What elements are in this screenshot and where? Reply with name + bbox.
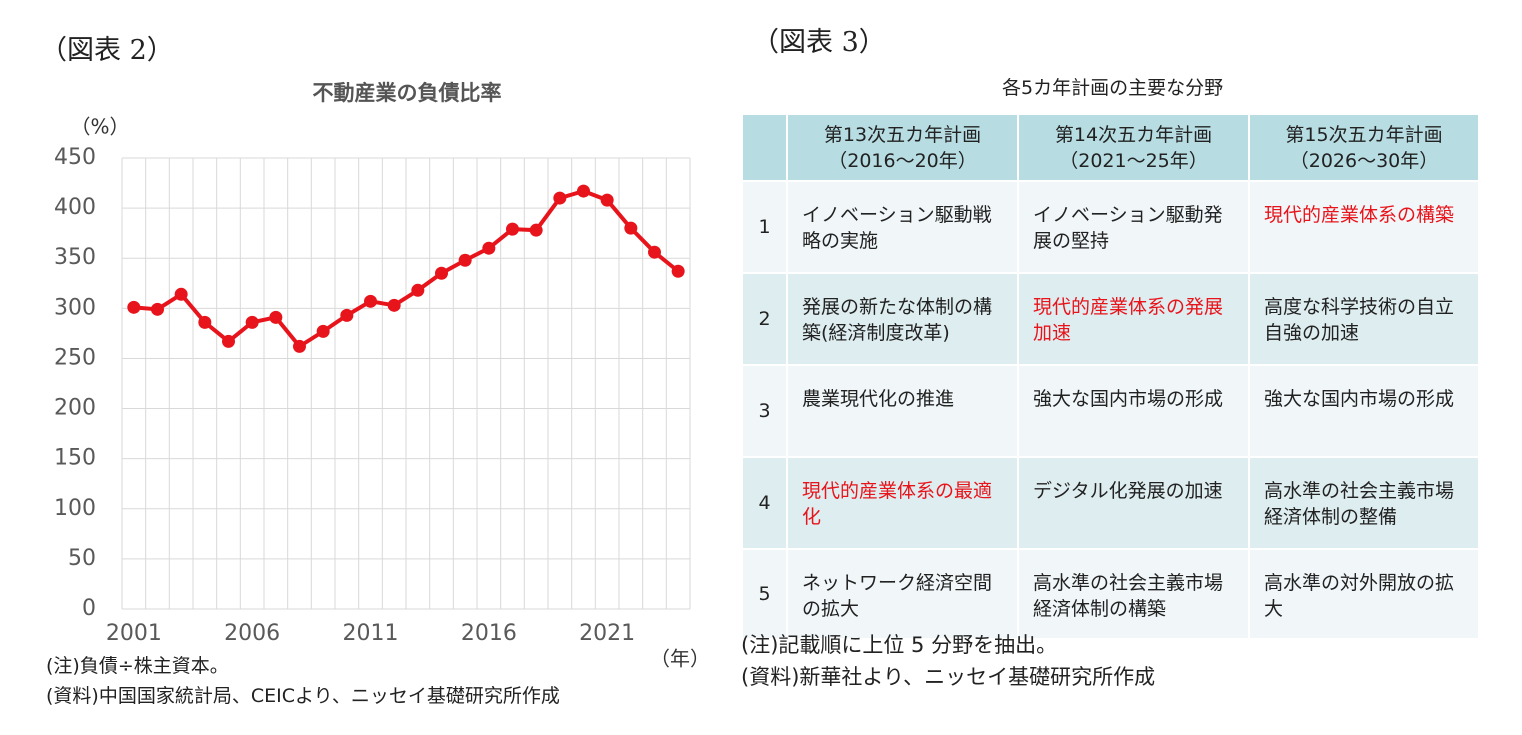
header-cell: 第15次五カ年計画 （2026～30年） xyxy=(1250,115,1478,180)
point xyxy=(387,298,401,312)
point xyxy=(245,315,259,329)
header-cell: 第14次五カ年計画 （2021～25年） xyxy=(1019,115,1248,180)
header-cell: 第13次五カ年計画 （2016～20年） xyxy=(788,115,1017,180)
point xyxy=(293,339,306,353)
row-number: 2 xyxy=(743,274,786,364)
point xyxy=(198,315,212,329)
table-cell: 高水準の社会主義市場経済体制の整備 xyxy=(1250,458,1478,548)
table-cell: 高水準の社会主義市場経済体制の構築 xyxy=(1019,550,1248,638)
header-line: 第13次五カ年計画 xyxy=(823,123,982,146)
y-axis-label: （%） xyxy=(70,115,129,139)
point xyxy=(340,308,354,322)
note: (資料)新華社より、ニッセイ基礎研究所作成 xyxy=(741,665,1156,689)
header-line: （2021～25年） xyxy=(1059,149,1208,172)
point xyxy=(174,287,188,301)
x-tick-label: 2011 xyxy=(343,621,399,646)
point xyxy=(671,264,685,278)
point xyxy=(553,191,567,205)
table: 第13次五カ年計画 （2016～20年） 第14次五カ年計画 （2021～25年） 第1… xyxy=(743,115,1478,638)
figure-label: （図表 3） xyxy=(752,27,886,58)
y-tick-label: 50 xyxy=(68,546,96,571)
point xyxy=(127,300,141,314)
point xyxy=(458,253,472,267)
point xyxy=(482,241,496,255)
point xyxy=(364,294,377,308)
table-cell: デジタル化発展の加速 xyxy=(1019,458,1248,548)
point xyxy=(151,302,164,316)
note: (注)記載順に上位 5 分野を抽出。 xyxy=(741,633,1058,657)
y-tick-label: 150 xyxy=(54,446,96,471)
table-cell: 現代的産業体系の最適化 xyxy=(788,458,1017,548)
y-tick-label: 250 xyxy=(54,345,96,370)
table-cell: 高度な科学技術の自立自強の加速 xyxy=(1250,274,1478,364)
point xyxy=(506,222,519,236)
y-tick-label: 0 xyxy=(82,596,96,621)
y-tick-label: 350 xyxy=(54,245,96,270)
table-cell: ネットワーク経済空間の拡大 xyxy=(788,550,1017,638)
table-cell: 高水準の対外開放の拡大 xyxy=(1250,550,1478,638)
row-number: 3 xyxy=(743,366,786,456)
row-number: 1 xyxy=(743,182,786,272)
header-line: （2026～30年） xyxy=(1289,149,1439,172)
x-tick-label: 2016 xyxy=(461,621,517,646)
point xyxy=(435,266,448,280)
table-cell: 強大な国内市場の形成 xyxy=(1250,366,1478,456)
y-tick-label: 300 xyxy=(54,295,96,320)
point xyxy=(222,334,235,348)
row-number: 4 xyxy=(743,458,786,548)
y-tick-label: 400 xyxy=(54,195,96,220)
header-cell xyxy=(743,115,786,180)
x-tick-label: 2001 xyxy=(106,621,162,646)
table-cell: 強大な国内市場の形成 xyxy=(1019,366,1248,456)
header-line: 第14次五カ年計画 xyxy=(1054,123,1213,146)
header-line: （2016～20年） xyxy=(828,149,977,172)
table-title: 各5カ年計画の主要な分野 xyxy=(1002,77,1224,99)
figure-label: （図表 2） xyxy=(40,35,174,66)
table-cell: 発展の新たな体制の構築(経済制度改革) xyxy=(788,274,1017,364)
note: (注)負債÷株主資本。 xyxy=(46,655,229,677)
point xyxy=(269,310,283,324)
x-tick-label: 2006 xyxy=(224,621,280,646)
header-line: 第15次五カ年計画 xyxy=(1285,123,1443,146)
table-cell: 農業現代化の推進 xyxy=(788,366,1017,456)
table-cell: イノベーション駆動発展の堅持 xyxy=(1019,182,1248,272)
y-tick-label: 100 xyxy=(54,496,96,521)
note: (資料)中国国家統計局、CEICより、ニッセイ基礎研究所作成 xyxy=(46,685,560,707)
point xyxy=(411,283,425,297)
point xyxy=(624,221,638,235)
x-tick-label: 2021 xyxy=(579,621,635,646)
point xyxy=(600,193,614,207)
y-tick-label: 200 xyxy=(54,396,96,421)
table-cell: 現代的産業体系の構築 xyxy=(1250,182,1478,272)
x-axis-label: （年） xyxy=(650,647,710,671)
chart: 不動産業の負債比率 （%） （年） 0 50 100 150 200 250 300 350 400 4… xyxy=(54,81,710,671)
point xyxy=(577,184,590,198)
point xyxy=(648,245,661,259)
table-cell: イノベーション駆動戦略の実施 xyxy=(788,182,1017,272)
table-cell: 現代的産業体系の発展加速 xyxy=(1019,274,1248,364)
row-number: 5 xyxy=(743,550,786,638)
point xyxy=(529,223,543,237)
point xyxy=(316,324,330,338)
chart-title: 不動産業の負債比率 xyxy=(313,81,502,105)
y-tick-label: 450 xyxy=(54,145,96,170)
